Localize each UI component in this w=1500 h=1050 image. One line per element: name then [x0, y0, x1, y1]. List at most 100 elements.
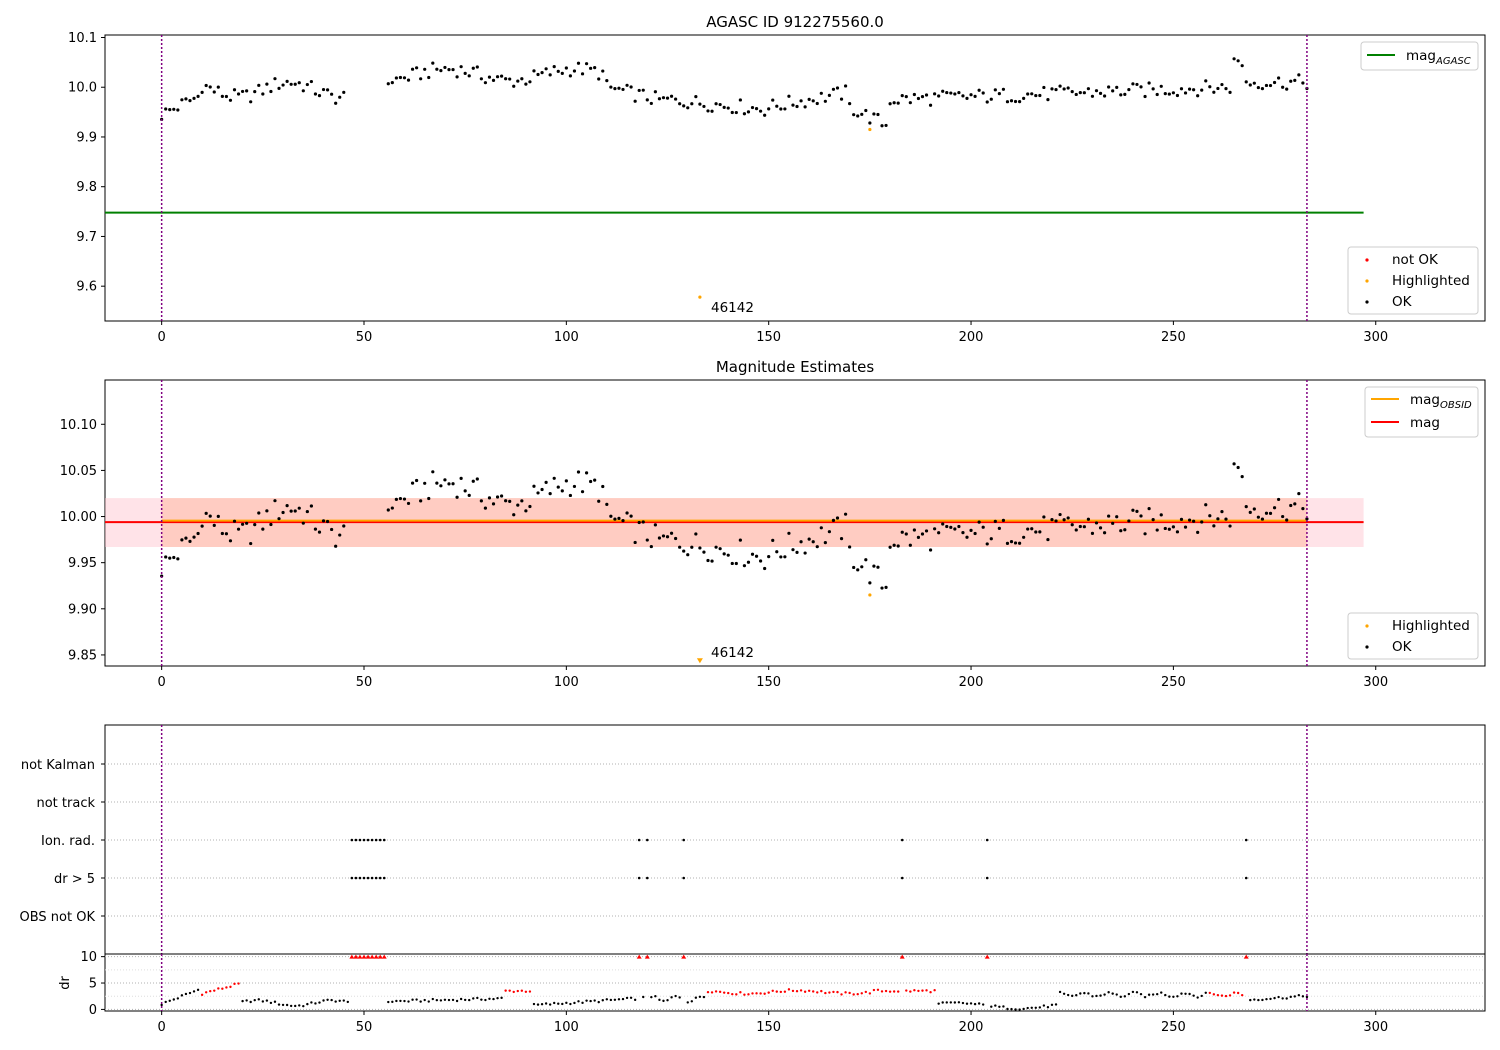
ok-point: [293, 509, 297, 513]
ok-point: [423, 67, 427, 71]
dr-not-ok-point: [880, 990, 884, 993]
ok-point: [415, 66, 419, 70]
ok-point: [1074, 528, 1078, 532]
ok-point: [188, 539, 192, 543]
ion-rad-flag-point: [358, 838, 362, 842]
ok-point: [459, 65, 463, 69]
dr-ok-point: [1115, 993, 1118, 996]
ok-point: [1228, 90, 1232, 94]
ok-point: [665, 96, 670, 100]
dr-not-ok-point: [735, 993, 738, 996]
dr-not-ok-point: [1220, 994, 1224, 997]
dr-ok-point: [585, 999, 588, 1002]
ok-point: [1281, 514, 1285, 519]
ok-point: [928, 103, 933, 107]
ok-point: [301, 521, 305, 525]
ok-point: [471, 479, 475, 483]
ok-point: [1143, 532, 1147, 536]
dr-not-ok-point: [1216, 993, 1220, 997]
dr-ok-point: [1180, 992, 1183, 995]
ok-point: [491, 78, 496, 82]
ok-point: [168, 108, 172, 112]
ok-point: [313, 92, 318, 96]
ok-point: [807, 537, 811, 541]
ok-point: [912, 92, 916, 97]
ok-point: [447, 68, 451, 72]
ok-point: [455, 495, 459, 499]
dr-ok-point: [164, 1000, 167, 1004]
ok-point: [564, 66, 568, 70]
dr-not-ok-point: [779, 990, 783, 994]
ok-point: [532, 484, 536, 488]
ok-point: [811, 540, 815, 544]
ok-point: [1111, 89, 1115, 93]
dr-not-ok-point: [824, 991, 827, 995]
ok-point: [386, 82, 390, 86]
ok-point: [1070, 523, 1074, 527]
y-tick-label: 10: [80, 950, 97, 965]
ok-point: [540, 487, 544, 492]
ok-point: [1066, 86, 1070, 90]
ok-point: [1277, 76, 1281, 80]
ok-point: [1009, 540, 1014, 544]
ok-point: [686, 106, 690, 110]
ok-point: [993, 519, 997, 523]
ok-point: [1204, 503, 1208, 507]
ok-point: [625, 511, 629, 515]
ok-point: [516, 79, 520, 83]
ok-point: [204, 83, 208, 88]
dr-not-ok-point: [840, 993, 843, 996]
ok-point: [1098, 526, 1103, 530]
dr-ok-point: [334, 1000, 337, 1003]
dr-ok-point: [447, 998, 451, 1002]
y-tick-label: 9.85: [68, 648, 97, 663]
ok-point: [1042, 85, 1046, 90]
dr-not-ok-point: [860, 992, 863, 995]
legend-highlighted-marker: [1365, 279, 1369, 283]
ok-point: [742, 112, 747, 116]
ok-point: [941, 522, 945, 526]
dr-ok-point: [1253, 998, 1256, 1001]
dr-ok-point: [601, 999, 604, 1002]
ok-point: [710, 109, 714, 113]
dr-not-ok-point: [718, 990, 722, 994]
dr-not-ok-point: [775, 990, 778, 993]
ok-point: [524, 82, 528, 86]
ok-point: [196, 94, 200, 98]
ok-point: [714, 545, 718, 549]
dr-ok-point: [306, 1002, 309, 1006]
ok-point: [176, 557, 180, 561]
ok-point: [499, 494, 504, 498]
ok-point: [540, 71, 544, 75]
dr-not-ok-point: [803, 990, 807, 993]
dr-ok-point: [621, 997, 625, 1001]
ok-point: [783, 107, 787, 111]
ok-point: [593, 478, 597, 482]
dr-ok-point: [1066, 993, 1070, 997]
ok-point: [1159, 84, 1163, 88]
ok-point: [338, 95, 342, 99]
dr-ok-point: [1062, 992, 1066, 995]
ok-point: [168, 556, 172, 560]
dr-not-ok-point: [747, 993, 750, 996]
ok-point: [860, 565, 864, 569]
ok-point: [406, 501, 411, 506]
ok-point: [787, 94, 791, 98]
ok-point: [937, 94, 941, 98]
ok-point: [831, 518, 836, 522]
dr-clipped-marker: [381, 954, 387, 959]
flag-label-ion-rad: Ion. rad.: [41, 834, 95, 849]
ok-point: [843, 512, 848, 516]
ok-point: [754, 107, 759, 111]
ok-point: [285, 79, 289, 83]
ok-point: [811, 99, 815, 103]
ok-point: [556, 485, 560, 489]
ok-point: [1001, 518, 1006, 523]
ok-point: [224, 94, 229, 99]
ok-point: [1252, 81, 1256, 85]
ok-point: [750, 105, 755, 110]
dr-ok-point: [395, 999, 398, 1003]
dr-not-ok-point: [771, 989, 774, 993]
dr5-flag-point: [350, 876, 354, 880]
dr-ok-point: [1054, 1003, 1058, 1006]
